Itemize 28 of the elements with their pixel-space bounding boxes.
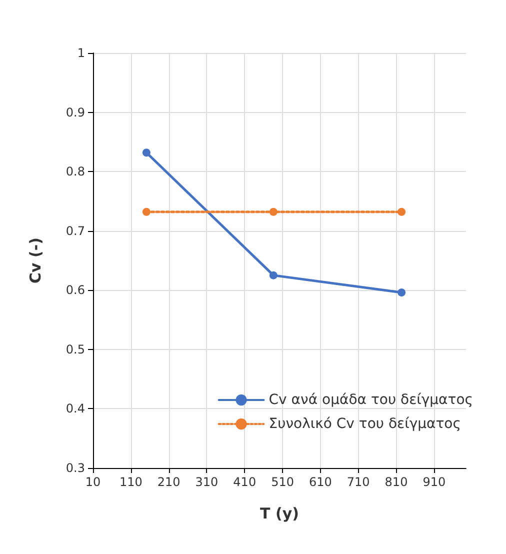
x-tick-label: 610 [308, 475, 332, 489]
point [269, 271, 278, 280]
x-tick-label: 310 [195, 475, 218, 489]
y-tick-label: 0.6 [66, 283, 85, 298]
point [398, 208, 406, 216]
legend-label: Συνολικό Cv του δείγματος [268, 416, 461, 432]
x-tick-label: 210 [157, 475, 180, 489]
x-tick-label: 10 [85, 475, 101, 489]
y-axis-title: Cv (-) [26, 238, 44, 284]
y-tick-label: 0.3 [66, 461, 85, 475]
x-tick-label: 710 [346, 475, 370, 489]
x-tick-label: 910 [422, 475, 446, 489]
y-tick-label: 1 [77, 46, 85, 60]
y-tick-label: 0.7 [66, 224, 85, 238]
point [398, 288, 406, 297]
point [142, 208, 150, 216]
legend-label: Cv ανά ομάδα του δείγματος [268, 392, 474, 408]
y-tick-label: 0.5 [66, 342, 85, 356]
x-tick-label: 810 [384, 475, 408, 489]
x-tick-label: 110 [119, 475, 142, 489]
y-tick-label: 0.4 [66, 402, 85, 416]
y-tick-label: 0.8 [66, 164, 85, 179]
x-axis-title: T (y) [260, 504, 299, 522]
y-tick-label: 0.9 [66, 105, 85, 120]
point [142, 148, 150, 157]
x-tick-label: 510 [271, 475, 294, 489]
point [269, 208, 278, 216]
x-tick-label: 410 [233, 475, 256, 489]
